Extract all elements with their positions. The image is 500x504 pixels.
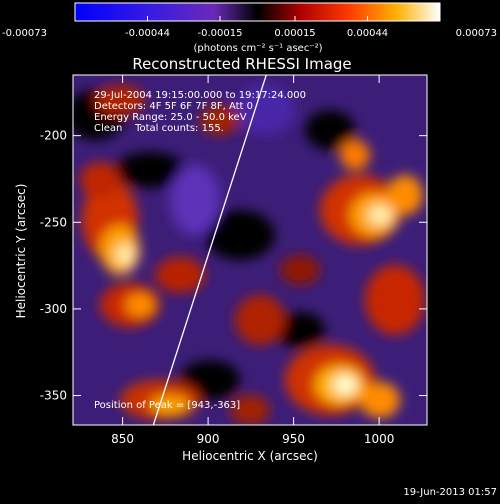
- footer-date: 19-Jun-2013 01:57: [403, 487, 497, 498]
- colorbar-tick-label: 0.00015: [274, 28, 315, 39]
- colorbar-tick-label: -0.00073: [2, 28, 47, 39]
- annotation-energy: Energy Range: 25.0 - 50.0 keV: [94, 112, 247, 123]
- annotation-peak: Position of Peak = [943,-363]: [94, 400, 240, 411]
- colorbar-tick-label: 0.00044: [347, 28, 388, 39]
- colorbar-gradient: [74, 2, 441, 22]
- axis-ticks: 850 900 950 1000 -200 -250 -300 -350: [40, 75, 427, 446]
- colorbar-tick-label: -0.00044: [125, 28, 170, 39]
- x-tick-label: 1000: [364, 432, 395, 446]
- plot-title: Reconstructed RHESSI Image: [132, 55, 351, 73]
- annotation-detectors: Detectors: 4F 5F 6F 7F 8F, Att 0: [94, 101, 253, 112]
- colorbar-tick-label: 0.00073: [456, 28, 497, 39]
- plot-frame: [72, 74, 428, 426]
- annotation-clean: Clean Total counts: 155.: [94, 123, 224, 134]
- y-axis-label: Heliocentric Y (arcsec): [14, 184, 28, 319]
- x-tick-label: 900: [197, 432, 220, 446]
- annotation-time: 29-Jul-2004 19:15:00.000 to 19:17:24.000: [94, 90, 306, 101]
- solar-limb-line: [152, 75, 267, 425]
- heatmap-image: [73, 85, 425, 425]
- y-tick-label: -250: [40, 215, 67, 229]
- x-axis-label: Heliocentric X (arcsec): [182, 449, 318, 463]
- y-tick-label: -300: [40, 302, 67, 316]
- y-tick-label: -200: [40, 129, 67, 143]
- x-tick-label: 850: [111, 432, 134, 446]
- x-tick-label: 950: [282, 432, 305, 446]
- colorbar-ticks: -0.00073 -0.00044 -0.00015 0.00015 0.00044 0.…: [2, 16, 497, 39]
- y-tick-label: -350: [40, 389, 67, 403]
- colorbar-tick-label: -0.00015: [198, 28, 243, 39]
- annotation-block: 29-Jul-2004 19:15:00.000 to 19:17:24.000…: [94, 90, 306, 411]
- colorbar-units-label: (photons cm⁻² s⁻¹ asec⁻²): [193, 43, 322, 54]
